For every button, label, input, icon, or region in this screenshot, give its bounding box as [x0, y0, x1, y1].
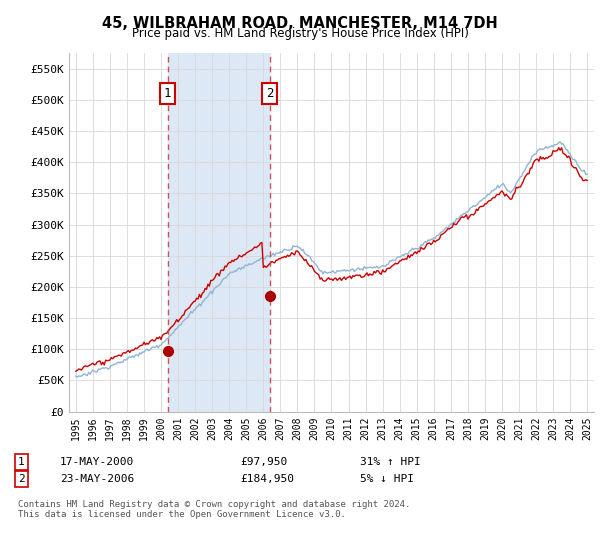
Text: Price paid vs. HM Land Registry's House Price Index (HPI): Price paid vs. HM Land Registry's House …: [131, 27, 469, 40]
Text: 5% ↓ HPI: 5% ↓ HPI: [360, 474, 414, 484]
Text: 31% ↑ HPI: 31% ↑ HPI: [360, 457, 421, 467]
Text: 2: 2: [266, 87, 274, 100]
Text: 2: 2: [18, 474, 25, 484]
Text: 17-MAY-2000: 17-MAY-2000: [60, 457, 134, 467]
Text: 45, WILBRAHAM ROAD, MANCHESTER, M14 7DH: 45, WILBRAHAM ROAD, MANCHESTER, M14 7DH: [102, 16, 498, 31]
Bar: [167, 53, 270, 412]
Text: Contains HM Land Registry data © Crown copyright and database right 2024.
This d: Contains HM Land Registry data © Crown c…: [18, 500, 410, 519]
Text: £184,950: £184,950: [240, 474, 294, 484]
Text: £97,950: £97,950: [240, 457, 287, 467]
Text: 1: 1: [164, 87, 171, 100]
Text: 1: 1: [18, 457, 25, 467]
Text: 23-MAY-2006: 23-MAY-2006: [60, 474, 134, 484]
